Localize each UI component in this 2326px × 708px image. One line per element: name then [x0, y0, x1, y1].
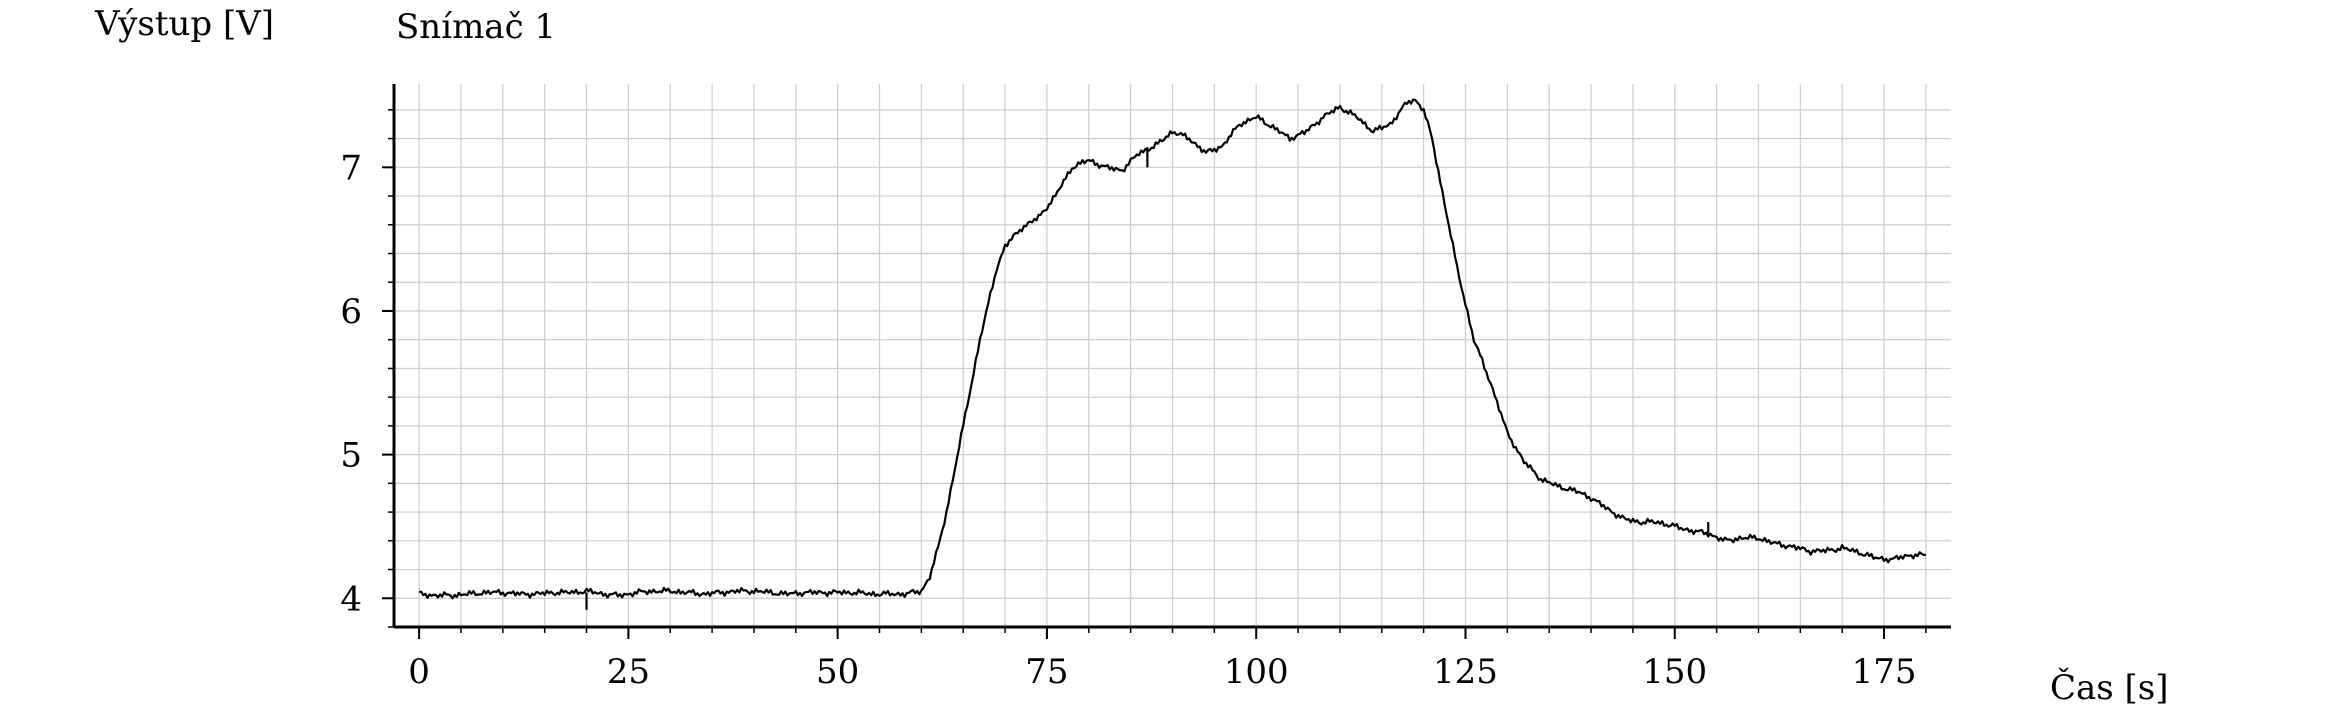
x-tick-label: 75: [1025, 652, 1068, 692]
y-tick-label: 7: [340, 148, 362, 188]
series-line: [418, 98, 1927, 600]
chart-title: Snímač 1: [396, 7, 556, 47]
x-tick-label: 25: [607, 652, 650, 692]
ticks: 0 25 50 75 100 125 150 175 4 5 6 7: [340, 109, 1927, 692]
x-tick-label: 125: [1433, 652, 1498, 692]
y-tick-label: 4: [340, 579, 362, 619]
x-axis-title: Čas [s]: [2050, 667, 2169, 708]
labels: Výstup [V] Snímač 1 Čas [s]: [94, 4, 2169, 708]
x-tick-label: 175: [1852, 652, 1917, 692]
x-tick-label: 0: [408, 652, 430, 692]
grid: [394, 84, 1951, 627]
y-tick-label: 5: [340, 436, 362, 476]
x-tick-label: 100: [1224, 652, 1289, 692]
y-axis-title: Výstup [V]: [94, 4, 274, 44]
data-series: [418, 98, 1927, 610]
y-tick-label: 6: [340, 292, 362, 332]
x-tick-label: 150: [1642, 652, 1707, 692]
x-tick-label: 50: [816, 652, 859, 692]
